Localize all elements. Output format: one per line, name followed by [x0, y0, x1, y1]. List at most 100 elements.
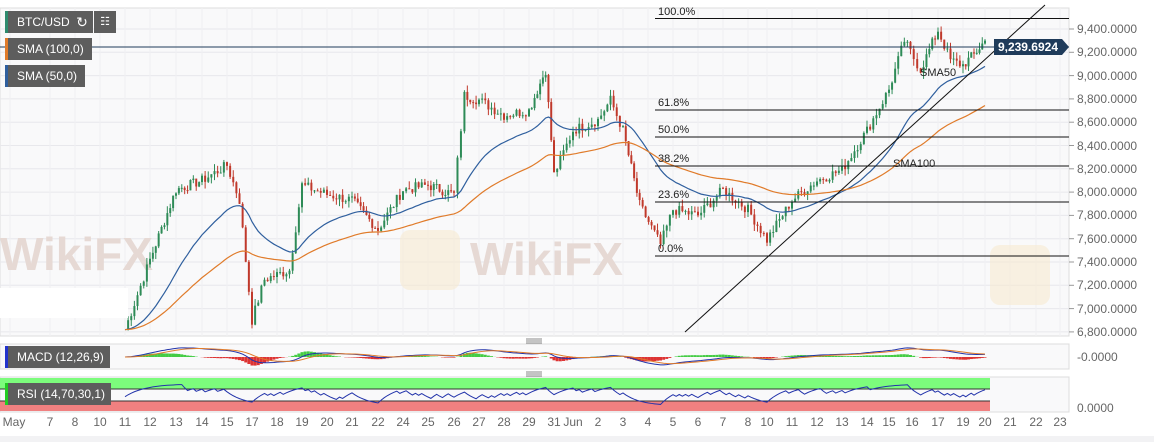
candle: [356, 198, 359, 203]
candle: [866, 126, 868, 133]
candle: [946, 48, 949, 50]
candle: [603, 111, 606, 116]
candle: [618, 116, 621, 127]
macd-signal-line: [124, 348, 986, 365]
candle: [408, 188, 411, 190]
candle: [450, 190, 453, 192]
candle: [251, 291, 253, 325]
candle: [747, 204, 749, 213]
candle: [859, 144, 862, 151]
candle: [891, 82, 894, 90]
x-tick-label: 8: [71, 415, 79, 429]
candle: [559, 155, 562, 169]
candle: [229, 165, 232, 177]
candle: [909, 41, 912, 50]
candle: [834, 171, 837, 174]
x-tick-label: 10: [93, 415, 107, 429]
x-tick-label: 12: [810, 415, 824, 429]
candle: [207, 177, 210, 182]
bar-chart-icon[interactable]: ☷: [94, 11, 116, 33]
candle: [263, 279, 266, 286]
x-tick-label: 15: [882, 415, 896, 429]
candle: [906, 41, 909, 43]
candle: [347, 196, 350, 202]
candle: [163, 225, 166, 227]
candle: [133, 306, 136, 317]
candle: [420, 182, 423, 188]
x-tick-label: May: [2, 415, 26, 429]
candle: [175, 193, 177, 196]
candle: [398, 194, 401, 200]
x-tick-label: 23: [1053, 415, 1067, 429]
candle: [201, 175, 203, 183]
candle: [441, 191, 444, 196]
candle: [210, 174, 213, 178]
candle: [624, 126, 627, 142]
refresh-icon[interactable]: ↻: [71, 11, 93, 33]
candle: [313, 190, 316, 192]
candle: [958, 60, 961, 67]
candle: [964, 64, 967, 67]
candle: [647, 217, 650, 222]
fib-level-label: 50.0%: [658, 123, 690, 136]
candle: [509, 116, 512, 118]
x-tick-label: 31: [547, 415, 561, 429]
candle: [272, 276, 275, 278]
candle: [638, 192, 641, 201]
macd-label: MACD (12,26,9): [17, 350, 104, 364]
candle: [530, 108, 533, 110]
candle: [341, 194, 344, 202]
sma100-legend[interactable]: SMA (100,0): [5, 38, 92, 60]
candle: [759, 225, 762, 234]
candle: [487, 100, 490, 110]
candle: [919, 68, 922, 73]
candle: [581, 123, 584, 131]
candle: [291, 253, 294, 271]
candle: [374, 227, 377, 229]
fib-level-label: 0.0%: [658, 242, 684, 255]
y-tick-label: 7,600.0000: [1077, 231, 1138, 246]
candle: [837, 170, 840, 174]
candle: [533, 97, 536, 109]
x-tick-label: 26: [447, 415, 461, 429]
candle: [392, 207, 395, 209]
candle: [819, 179, 822, 182]
candle: [466, 91, 469, 100]
candle: [351, 196, 353, 198]
candle: [665, 225, 668, 231]
rsi-legend[interactable]: RSI (14,70,30,1): [5, 383, 112, 405]
candle: [310, 182, 313, 191]
candle: [247, 261, 250, 292]
symbol-label[interactable]: BTC/USD: [5, 11, 78, 33]
trend-line: [684, 4, 1046, 333]
candle: [984, 40, 986, 44]
candle: [728, 192, 731, 196]
x-tick-label: 20: [978, 415, 992, 429]
candle: [438, 184, 441, 192]
x-tick-label: 14: [860, 415, 874, 429]
x-tick-label: 6: [694, 415, 702, 429]
candle: [423, 182, 426, 185]
candle: [232, 176, 235, 183]
candle: [693, 211, 696, 213]
candle: [731, 192, 734, 201]
x-tick-label: 25: [421, 415, 435, 429]
candle: [750, 204, 753, 215]
candle: [429, 185, 432, 191]
candle: [427, 184, 429, 186]
candle: [978, 49, 981, 53]
sma50-legend[interactable]: SMA (50,0): [5, 65, 86, 87]
candle: [332, 195, 335, 199]
candle: [266, 279, 269, 282]
macd-legend[interactable]: MACD (12,26,9): [5, 346, 110, 368]
x-tick-label: 22: [1029, 415, 1043, 429]
candle: [672, 210, 674, 215]
candle: [149, 258, 151, 265]
candle: [177, 188, 180, 194]
candle: [405, 188, 408, 192]
candle: [172, 195, 175, 209]
macd-axis-label: -0.0000: [1077, 350, 1118, 364]
x-tick-label: 21: [345, 415, 359, 429]
candle: [756, 224, 759, 226]
